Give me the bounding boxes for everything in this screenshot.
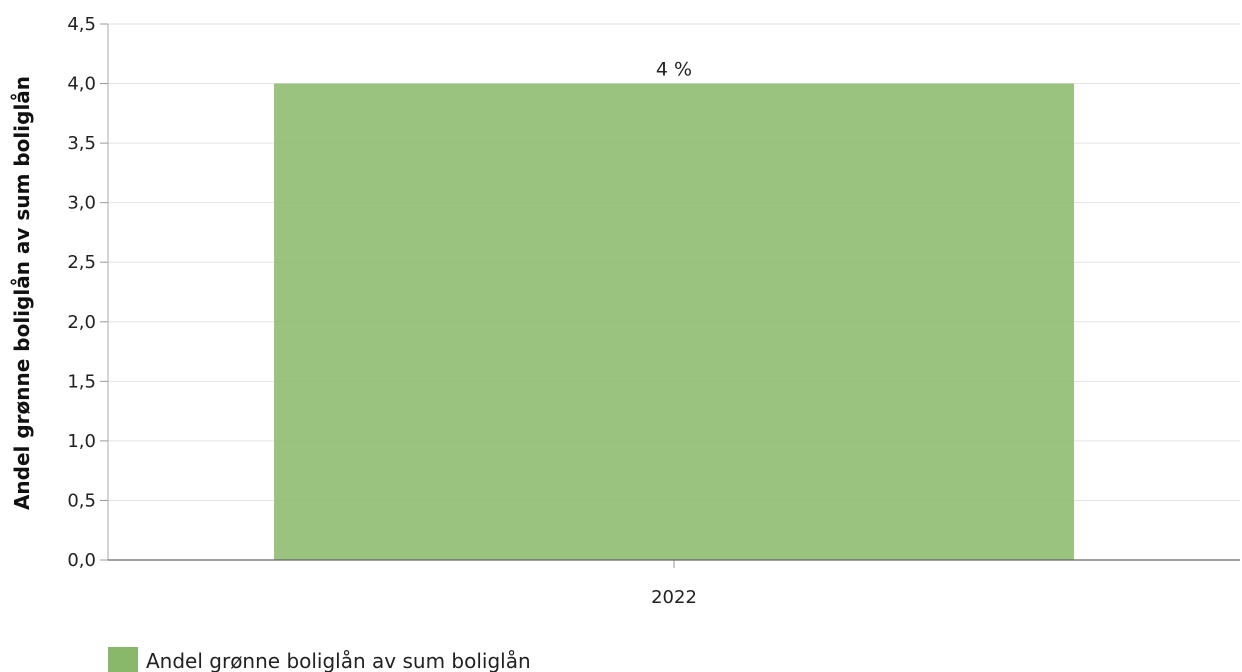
y-tick-label: 4,5 bbox=[67, 14, 96, 35]
data-label: 4 % bbox=[656, 59, 692, 81]
y-tick-label: 4,0 bbox=[67, 74, 96, 95]
legend-label: Andel grønne boliglån av sum boliglån bbox=[146, 649, 531, 672]
y-axis-label: Andel grønne boliglån av sum boliglån bbox=[10, 76, 34, 510]
y-tick-label: 0,5 bbox=[67, 490, 96, 511]
y-tick-label: 2,0 bbox=[67, 312, 96, 333]
bar-2022[interactable] bbox=[274, 83, 1074, 561]
y-tick-label: 2,5 bbox=[67, 252, 96, 273]
y-tick-label: 1,5 bbox=[67, 371, 96, 392]
bars: 4 % bbox=[274, 59, 1074, 561]
y-tick-label: 3,5 bbox=[67, 133, 96, 154]
x-axis: 2022 bbox=[108, 559, 1240, 608]
legend[interactable]: Andel grønne boliglån av sum boliglån bbox=[108, 647, 531, 672]
y-tick-label: 0,0 bbox=[67, 550, 96, 571]
y-tick-label: 3,0 bbox=[67, 193, 96, 214]
x-tick-label: 2022 bbox=[651, 587, 697, 608]
y-axis: 0,0 0,5 1,0 1,5 2,0 2,5 3,0 3,5 4,0 4,5 bbox=[67, 14, 109, 571]
y-tick-label: 1,0 bbox=[67, 431, 96, 452]
legend-swatch bbox=[108, 647, 138, 672]
